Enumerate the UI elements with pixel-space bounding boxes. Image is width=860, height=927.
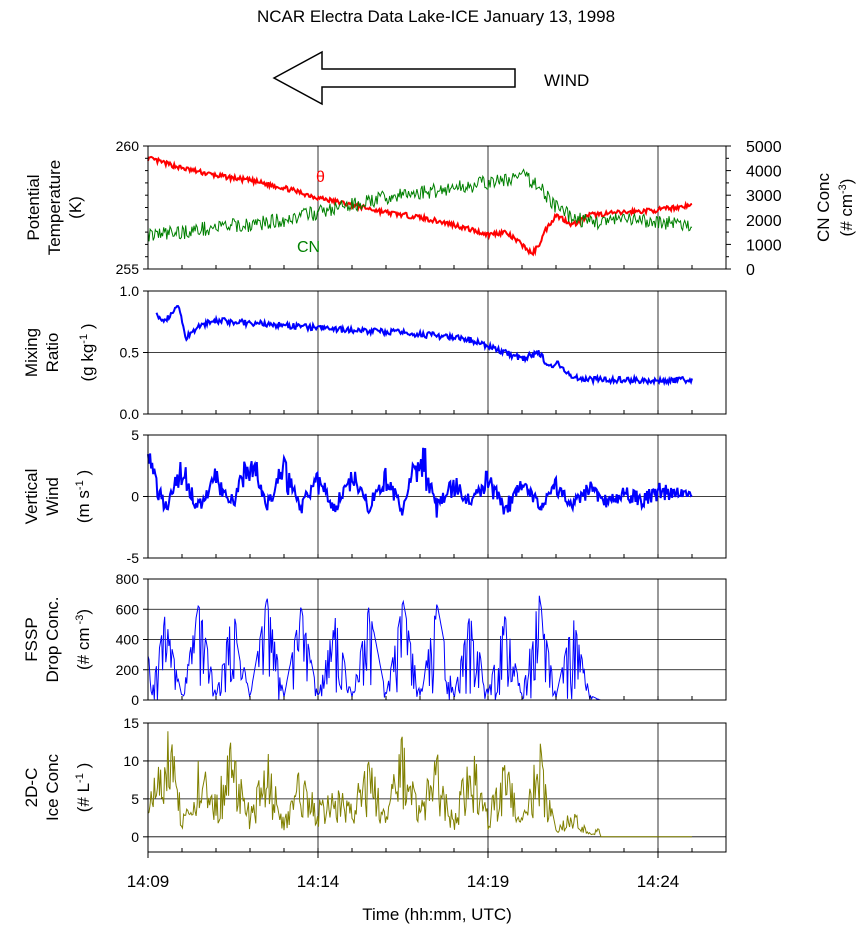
y-label-line: Wind xyxy=(43,477,62,516)
y-unit-sup: -3 xyxy=(74,615,86,628)
panel-3: 5 0 -5 Vertical Wind (m s-1 ) xyxy=(22,427,727,566)
panel-1: 260 255 5000 4000 3000 2000 1000 0 CN Conc (# cm-… xyxy=(24,138,856,279)
y2-label-part: ) xyxy=(837,179,856,185)
panel-frame xyxy=(147,722,727,853)
x-tick-label: 14:14 xyxy=(297,872,340,891)
y-label-line: Ice Conc xyxy=(43,753,62,821)
y2-label-line1: CN Conc xyxy=(814,173,833,242)
y-unit-part: ) xyxy=(78,324,97,334)
panel-frame xyxy=(147,145,727,270)
series-cn xyxy=(147,168,693,242)
y-unit-part: ) xyxy=(74,470,93,480)
y2-tick-label: 0 xyxy=(746,262,755,279)
y-unit-sup: -1 xyxy=(78,334,90,344)
y-label-line: Mixing xyxy=(22,328,41,377)
x-tick-label: 14:19 xyxy=(467,872,510,891)
y-label-line: 2D-C xyxy=(22,768,41,808)
y-tick-label: 0 xyxy=(131,489,139,505)
y-label-line: FSSP xyxy=(22,617,41,661)
y-tick-label: 15 xyxy=(123,715,139,731)
y-tick-label: 600 xyxy=(116,601,140,617)
series-fssp-drop-conc- xyxy=(147,595,692,701)
panel-frame xyxy=(147,290,727,415)
annotation-theta: θ xyxy=(316,169,325,186)
y-tick-label: -5 xyxy=(127,550,140,566)
y-label-line: Vertical xyxy=(22,469,41,525)
y-unit-part: ) xyxy=(74,763,93,773)
y2-label-part: (# cm xyxy=(837,194,856,237)
y-unit-part: (m s xyxy=(74,490,93,523)
y-tick-label: 200 xyxy=(116,662,140,678)
x-tick-label: 14:24 xyxy=(637,872,680,891)
y-tick-label: 400 xyxy=(116,632,140,648)
y-tick-label: 0.0 xyxy=(120,406,140,422)
y-tick-label: 0 xyxy=(131,829,139,845)
y-tick-label: 5 xyxy=(131,427,139,443)
y2-tick-label: 5000 xyxy=(746,139,782,156)
panel-frame xyxy=(147,578,727,701)
series-2d-c-ice-conc xyxy=(147,731,692,838)
x-axis-label: Time (hh:mm, UTC) xyxy=(362,905,512,924)
x-tick-label: 14:09 xyxy=(127,872,170,891)
y-tick-label: 260 xyxy=(116,138,140,154)
annotation-cn: CN xyxy=(297,239,320,256)
panel-2: 1.0 0.5 0.0 Mixing Ratio (g kg-1 ) xyxy=(22,283,727,422)
series-theta xyxy=(147,155,693,257)
y-unit-part: (# cm xyxy=(74,628,93,671)
y2-tick-label: 1000 xyxy=(746,237,782,254)
y-label-line: (K) xyxy=(66,196,85,219)
y-tick-label: 255 xyxy=(116,261,140,277)
y-unit-label: (g kg-1 ) xyxy=(78,324,97,382)
figure-title: NCAR Electra Data Lake-ICE January 13, 1… xyxy=(257,7,615,26)
y-label-line: Temperature xyxy=(45,160,64,255)
y-tick-label: 1.0 xyxy=(120,283,140,299)
y-tick-label: 0.5 xyxy=(120,345,140,361)
y-label-line: Drop Conc. xyxy=(43,597,62,683)
y-label-line: Ratio xyxy=(43,333,62,373)
wind-label: WIND xyxy=(544,71,589,90)
y-unit-part: (# L xyxy=(74,783,93,812)
y-unit-part: ) xyxy=(74,609,93,615)
y-unit-sup: -1 xyxy=(74,480,86,490)
y2-tick-label: 2000 xyxy=(746,213,782,230)
panel-4: 800 600 400 200 0 FSSP Drop Conc. (# cm -3) xyxy=(22,571,727,708)
series-vertical-wind xyxy=(147,447,693,518)
y-unit-label: (# cm -3) xyxy=(74,609,93,670)
y-label-line: Potential xyxy=(24,174,43,240)
y2-tick-label: 4000 xyxy=(746,164,782,181)
y-tick-label: 10 xyxy=(123,753,139,769)
wind-arrow-icon xyxy=(272,50,516,106)
y-unit-label: (# L-1 ) xyxy=(74,763,93,812)
y-unit-sup: -1 xyxy=(74,773,86,783)
y-unit-part: (g kg xyxy=(78,344,97,382)
y2-tick-label: 3000 xyxy=(746,188,782,205)
time-axis: 14:09 14:14 14:19 14:24 xyxy=(127,851,726,891)
y-tick-label: 800 xyxy=(116,571,140,587)
y2-label-line2: (# cm-3) xyxy=(837,179,856,237)
y-tick-label: 0 xyxy=(131,692,139,708)
panel-frame xyxy=(147,434,727,559)
y-tick-label: 5 xyxy=(131,791,139,807)
y2-label-sup: -3 xyxy=(837,184,849,194)
series-mixing-ratio xyxy=(155,304,693,387)
panel-5: 15 10 5 0 2D-C Ice Conc (# L-1 ) xyxy=(22,715,727,853)
y-unit-label: (m s-1 ) xyxy=(74,470,93,523)
